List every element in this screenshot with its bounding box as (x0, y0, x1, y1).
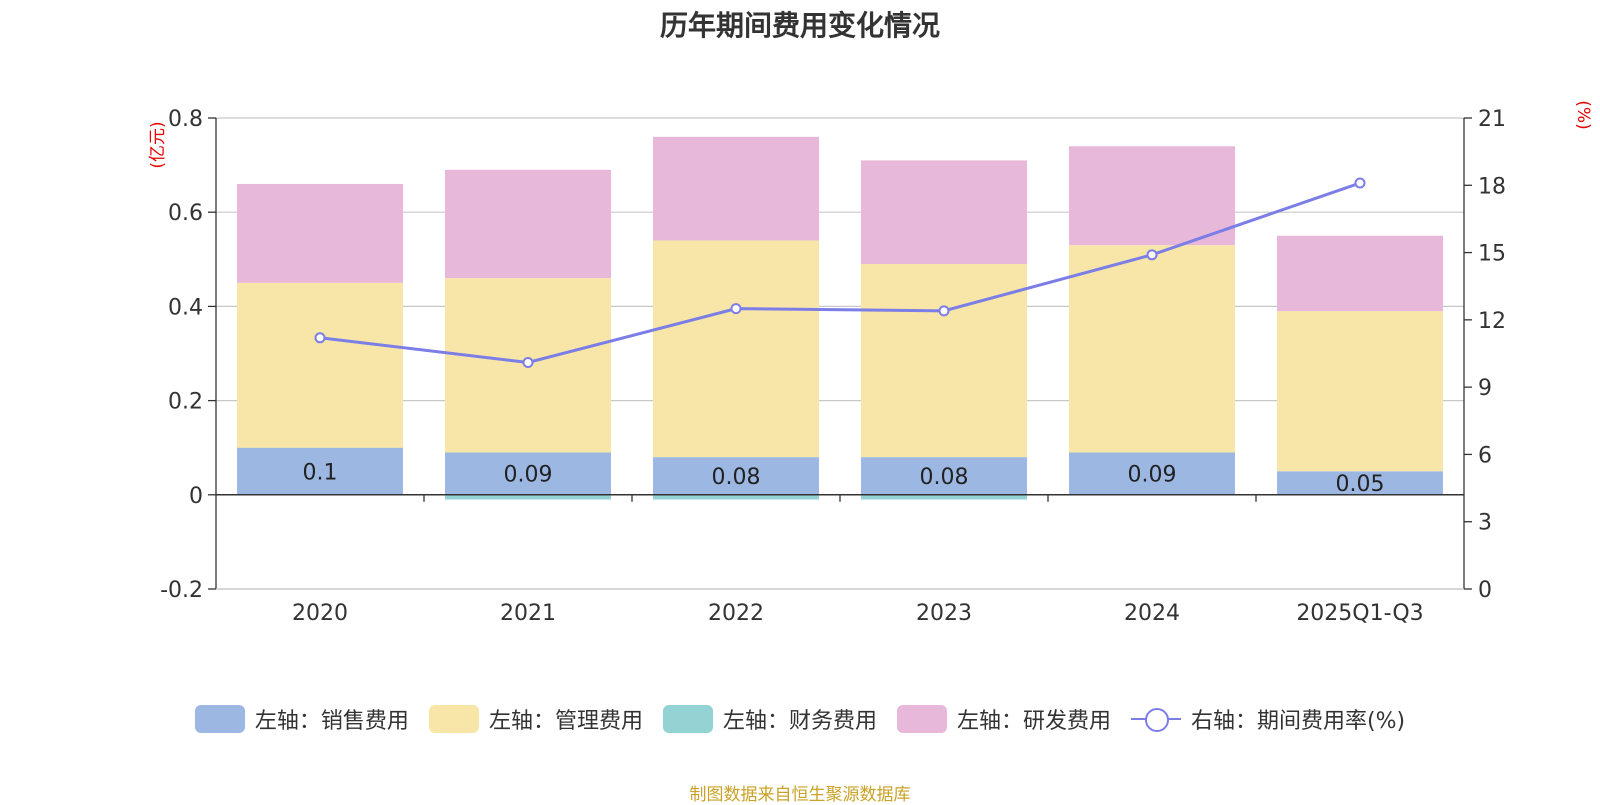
bar-admin-2022 (653, 240, 819, 458)
left-tick-label: 0.4 (168, 295, 203, 320)
source-note: 制图数据来自恒生聚源数据库 (689, 785, 911, 805)
bar-finance-2023 (861, 494, 1027, 500)
data-label-sales: 0.08 (712, 465, 761, 490)
right-axis-unit: (%) (1573, 100, 1593, 129)
legend-label-rd: 左轴：研发费用 (956, 709, 1111, 734)
x-tick-label: 2023 (916, 601, 972, 626)
bar-rd-2021 (445, 169, 611, 279)
rate-point-2025Q1-Q3 (1354, 177, 1366, 189)
legend-label-sales: 左轴：销售费用 (254, 709, 409, 734)
data-label-sales: 0.1 (303, 460, 338, 485)
rate-line-series (314, 177, 1366, 368)
left-tick-label: 0.6 (168, 201, 203, 226)
left-tick-label: 0.8 (168, 107, 203, 132)
legend-label-finance: 左轴：财务费用 (722, 709, 877, 734)
legend-label-admin: 左轴：管理费用 (488, 709, 643, 734)
rate-point-2020 (314, 332, 326, 344)
rate-point-2023 (938, 305, 950, 317)
data-labels: 0.1 0.09 0.08 0.08 0.09 0.05 (303, 460, 1385, 497)
legend-swatch-finance (662, 705, 713, 733)
legend-line-dot (1144, 708, 1169, 732)
bar-rd-2024 (1069, 146, 1235, 246)
right-tick-label: 0 (1478, 578, 1492, 603)
rate-point-2022 (730, 303, 742, 315)
x-tick-label: 2024 (1124, 601, 1180, 626)
data-label-sales: 0.05 (1336, 472, 1385, 497)
bar-rd-2025Q1-Q3 (1277, 235, 1443, 312)
legend-swatch-sales (194, 705, 245, 733)
right-tick-label: 12 (1478, 309, 1506, 334)
gridlines (216, 117, 1464, 590)
data-label-sales: 0.08 (920, 465, 969, 490)
right-tick-label: 9 (1478, 376, 1492, 401)
bar-sales-2023 (861, 457, 1027, 495)
left-tick-label: -0.2 (160, 578, 203, 603)
left-tick-label: 0.2 (168, 390, 203, 415)
bar-rd-2022 (653, 136, 819, 241)
legend-label-rate: 右轴：期间费用率(%) (1190, 709, 1406, 734)
bar-admin-2025Q1-Q3 (1277, 311, 1443, 472)
bar-finance-2022 (653, 494, 819, 500)
legend-item-rate[interactable]: 右轴：期间费用率(%) (1130, 703, 1406, 735)
rate-point-2021 (522, 356, 534, 368)
data-label-sales: 0.09 (504, 463, 553, 488)
bar-admin-2020 (237, 282, 403, 448)
bar-rd-2023 (861, 160, 1027, 265)
right-tick-label: 15 (1478, 242, 1506, 267)
left-tick-label: 0 (189, 484, 203, 509)
right-tick-label: 21 (1478, 107, 1506, 132)
rate-line (319, 181, 1361, 364)
x-tick-label: 2021 (500, 601, 556, 626)
chart-title: 历年期间费用变化情况 (659, 9, 940, 42)
x-tick-label: 2022 (708, 601, 764, 626)
legend-swatch-admin (428, 705, 479, 733)
legend-item-finance[interactable]: 左轴：财务费用 (662, 703, 877, 735)
bar-series (237, 136, 1443, 500)
legend-item-rd[interactable]: 左轴：研发费用 (896, 703, 1111, 735)
legend-swatch-rd (896, 705, 947, 733)
bar-sales-2022 (653, 457, 819, 495)
legend: 左轴：销售费用 左轴：管理费用 左轴：财务费用 左轴：研发费用 右轴：期间费用率… (0, 703, 1600, 735)
legend-item-sales[interactable]: 左轴：销售费用 (194, 703, 409, 735)
rate-point-2024 (1146, 249, 1158, 261)
bar-finance-2021 (445, 494, 611, 500)
bar-rd-2020 (237, 183, 403, 283)
x-tick-label: 2020 (292, 601, 348, 626)
bar-admin-2024 (1069, 245, 1235, 453)
bar-sales-2020 (237, 447, 403, 495)
bar-sales-2025Q1-Q3 (1277, 471, 1443, 495)
axes: -0.2 0 0.2 0.4 0.6 0.8 0 3 6 9 12 15 18 21 2020 2021 202… (160, 107, 1506, 626)
data-label-sales: 0.09 (1128, 463, 1177, 488)
left-axis-unit: (亿元) (148, 121, 168, 168)
right-tick-label: 18 (1478, 174, 1506, 199)
right-tick-label: 6 (1478, 443, 1492, 468)
bar-admin-2023 (861, 264, 1027, 458)
legend-item-admin[interactable]: 左轴：管理费用 (428, 703, 643, 735)
x-tick-label: 2025Q1-Q3 (1296, 601, 1423, 626)
bar-sales-2021 (445, 452, 611, 495)
right-tick-label: 3 (1478, 511, 1492, 536)
bar-sales-2024 (1069, 452, 1235, 495)
legend-line-marker-icon (1130, 705, 1181, 733)
